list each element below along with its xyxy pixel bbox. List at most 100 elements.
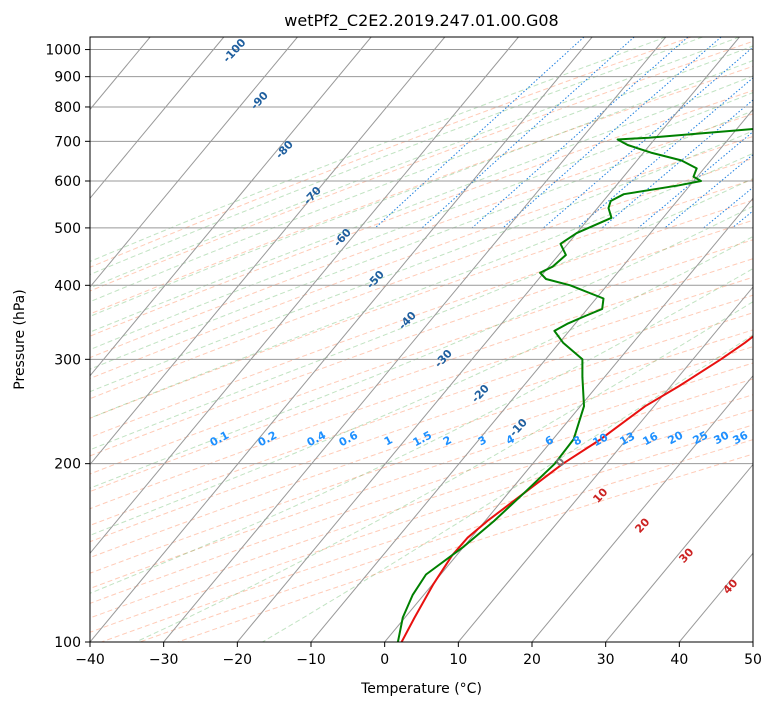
x-tick-label: −10 xyxy=(296,652,326,668)
dry-adiabat-line xyxy=(90,312,753,543)
isotherm-line xyxy=(752,641,753,642)
data-series xyxy=(396,127,753,642)
dry-adiabat-line xyxy=(90,199,753,438)
isotherm-line xyxy=(90,37,519,555)
x-tick-label: 30 xyxy=(597,652,615,668)
isotherm-annotation: -20 xyxy=(469,382,492,406)
moist-adiabat-line xyxy=(135,301,753,642)
background-lines xyxy=(90,37,753,642)
x-tick-label: −40 xyxy=(75,652,105,668)
moist-adiabat-line xyxy=(90,37,703,276)
dry-adiabat-line xyxy=(90,409,753,633)
dry-adiabat-line xyxy=(90,219,753,457)
y-tick-label: 400 xyxy=(54,278,81,294)
dry-adiabat-line xyxy=(90,179,753,419)
isotherm-annotation: 20 xyxy=(632,515,652,535)
isotherm-line xyxy=(531,374,753,642)
isotherm-line xyxy=(236,37,740,642)
mixing-ratio-line xyxy=(576,77,753,229)
x-tick-label: −30 xyxy=(149,652,179,668)
isotherm-annotation: 10 xyxy=(590,485,610,505)
dry-adiabat-line xyxy=(90,276,753,510)
dry-adiabat-line xyxy=(90,329,753,559)
moist-adiabat-line xyxy=(90,37,740,289)
dry-adiabat-line xyxy=(90,65,753,315)
moist-adiabat-line xyxy=(90,235,753,536)
mixing-ratio-line xyxy=(374,37,585,229)
isotherm-line xyxy=(90,37,298,288)
dry-adiabat-line xyxy=(90,362,753,589)
dry-adiabat-line xyxy=(90,378,753,604)
moist-adiabat-line xyxy=(262,334,753,642)
y-tick-label: 1000 xyxy=(45,43,81,59)
isotherm-line xyxy=(163,37,667,642)
x-tick-label: 20 xyxy=(523,652,541,668)
moist-adiabat-line xyxy=(90,177,753,451)
dry-adiabat-line xyxy=(90,157,753,400)
mixing-ratio-line xyxy=(502,37,722,229)
mixing-ratio-annotation: 1 xyxy=(382,433,395,448)
moist-adiabat-line xyxy=(90,130,753,393)
mixing-ratio-annotation: 6 xyxy=(543,433,556,448)
mixing-ratio-line xyxy=(471,37,689,229)
mixing-ratio-annotation: 10 xyxy=(591,430,611,449)
isotherm-annotation: 30 xyxy=(676,545,696,565)
annotations: -100-90-80-70-60-50-40-30-20-10010203040… xyxy=(208,36,751,597)
mixing-ratio-annotation: 0.2 xyxy=(256,429,279,450)
y-tick-label: 100 xyxy=(54,635,81,651)
mixing-ratio-annotation: 1.5 xyxy=(411,429,434,450)
moist-adiabat-line xyxy=(90,268,753,594)
dry-adiabat-line xyxy=(90,294,753,526)
isotherm-line xyxy=(605,463,753,642)
dry-adiabat-line xyxy=(101,424,753,642)
moist-adiabat-line xyxy=(90,205,753,489)
isotherm-annotation: -60 xyxy=(331,226,354,250)
dry-adiabat-line xyxy=(90,239,753,475)
axis-ticks: −40 −30 −20 −10 0 10 20 30 40 50 1000 900 800 700 600 5… xyxy=(45,43,762,668)
isotherm-line xyxy=(384,197,753,642)
dry-adiabat-line xyxy=(90,40,753,292)
y-tick-label: 300 xyxy=(54,352,81,368)
y-tick-label: 800 xyxy=(54,100,81,116)
mixing-ratio-annotation: 16 xyxy=(641,429,661,448)
dry-adiabat-line xyxy=(90,346,753,574)
isotherm-line xyxy=(90,37,446,466)
mixing-ratio-annotation: 8 xyxy=(571,433,584,448)
y-tick-label: 900 xyxy=(54,70,81,86)
y-tick-label: 700 xyxy=(54,134,81,150)
moist-adiabat-line xyxy=(90,37,666,263)
mixing-ratio-line xyxy=(664,153,753,229)
dry-adiabat-line xyxy=(90,89,753,337)
isotherm-line xyxy=(90,37,225,200)
x-tick-label: 40 xyxy=(670,652,688,668)
y-tick-label: 600 xyxy=(54,174,81,190)
mixing-ratio-annotation: 25 xyxy=(691,429,711,448)
isotherm-annotation: -100 xyxy=(220,36,249,65)
isotherm-line xyxy=(0,37,3,642)
isotherm-line xyxy=(310,108,753,642)
isotherm-line xyxy=(90,37,372,377)
mixing-ratio-line xyxy=(543,46,753,229)
mixing-ratio-annotation: 3 xyxy=(476,433,489,448)
x-tick-label: 0 xyxy=(380,652,389,668)
mixing-ratio-line xyxy=(637,131,753,229)
x-axis-label: Temperature (°C) xyxy=(360,681,482,697)
moist-adiabat-line xyxy=(90,75,753,333)
mixing-ratio-annotation: 30 xyxy=(712,428,732,447)
mixing-ratio-annotation: 2 xyxy=(441,433,454,448)
dry-adiabat-line xyxy=(90,113,753,359)
grid-lines xyxy=(0,37,753,642)
mixing-ratio-annotation: 0.6 xyxy=(337,428,361,449)
isotherm-annotation: 40 xyxy=(720,576,740,596)
y-tick-label: 500 xyxy=(54,221,81,237)
dry-adiabat-line xyxy=(90,258,753,493)
y-tick-label: 200 xyxy=(54,457,81,473)
mixing-ratio-annotation: 13 xyxy=(618,430,638,449)
moist-adiabat-line xyxy=(90,152,753,419)
dewpoint-line xyxy=(396,127,753,642)
mixing-ratio-annotation: 0.1 xyxy=(208,429,231,450)
mixing-ratio-line xyxy=(731,210,753,229)
mixing-ratio-annotation: 0.4 xyxy=(305,428,329,449)
isotherm-line xyxy=(457,286,753,642)
